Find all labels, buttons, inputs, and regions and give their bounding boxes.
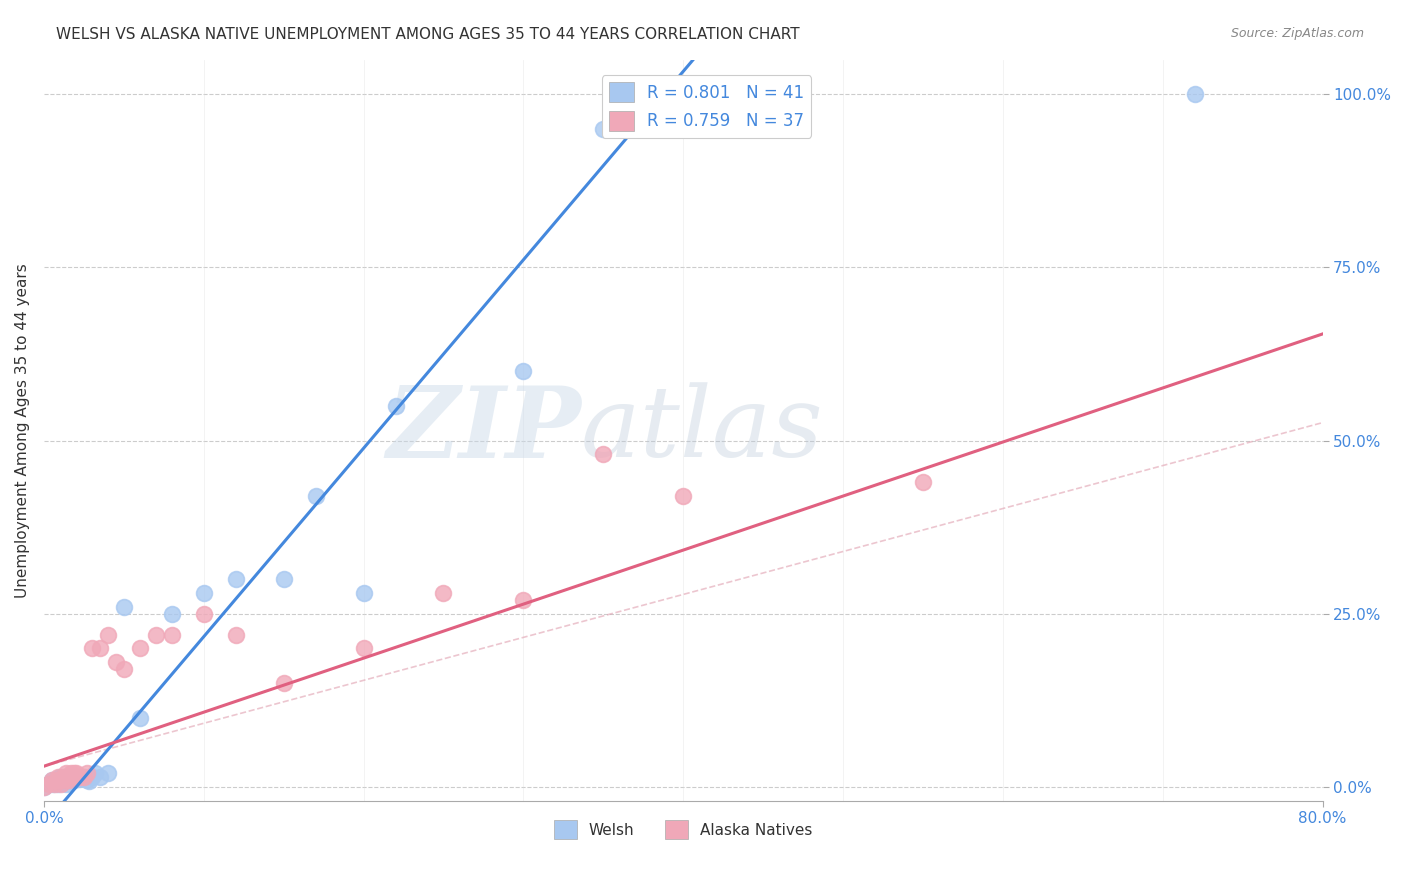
Point xyxy=(273,572,295,586)
Point xyxy=(432,586,454,600)
Point xyxy=(76,766,98,780)
Point xyxy=(89,770,111,784)
Y-axis label: Unemployment Among Ages 35 to 44 years: Unemployment Among Ages 35 to 44 years xyxy=(15,263,30,598)
Point xyxy=(104,656,127,670)
Point xyxy=(52,772,75,786)
Point xyxy=(273,676,295,690)
Point xyxy=(52,770,75,784)
Point xyxy=(304,489,326,503)
Point xyxy=(56,770,79,784)
Point xyxy=(84,766,107,780)
Point xyxy=(353,641,375,656)
Point xyxy=(55,776,77,790)
Point xyxy=(76,773,98,788)
Point xyxy=(44,776,66,790)
Point xyxy=(41,773,63,788)
Point xyxy=(672,489,695,503)
Point xyxy=(42,776,65,790)
Point xyxy=(128,641,150,656)
Point xyxy=(73,770,96,784)
Point xyxy=(160,627,183,641)
Point xyxy=(44,774,66,789)
Point xyxy=(53,773,76,788)
Point xyxy=(911,475,934,490)
Point xyxy=(55,766,77,780)
Point xyxy=(73,770,96,784)
Point xyxy=(32,780,55,794)
Point xyxy=(65,770,87,784)
Point xyxy=(38,776,60,790)
Point xyxy=(63,766,86,780)
Point xyxy=(67,772,90,786)
Point xyxy=(193,607,215,621)
Point xyxy=(80,770,103,784)
Point xyxy=(128,711,150,725)
Point xyxy=(45,773,67,788)
Point xyxy=(45,773,67,788)
Point xyxy=(41,773,63,788)
Point xyxy=(353,586,375,600)
Point xyxy=(97,766,120,780)
Point xyxy=(60,766,83,780)
Point xyxy=(63,773,86,788)
Point xyxy=(46,770,69,784)
Point xyxy=(112,662,135,676)
Point xyxy=(65,766,87,780)
Point xyxy=(592,448,614,462)
Text: ZIP: ZIP xyxy=(385,382,581,478)
Legend: Welsh, Alaska Natives: Welsh, Alaska Natives xyxy=(548,814,818,845)
Point xyxy=(160,607,183,621)
Point xyxy=(62,770,84,784)
Text: WELSH VS ALASKA NATIVE UNEMPLOYMENT AMONG AGES 35 TO 44 YEARS CORRELATION CHART: WELSH VS ALASKA NATIVE UNEMPLOYMENT AMON… xyxy=(56,27,800,42)
Point xyxy=(67,770,90,784)
Point xyxy=(384,399,406,413)
Point xyxy=(77,774,100,789)
Point xyxy=(51,774,73,789)
Point xyxy=(512,364,534,378)
Point xyxy=(592,121,614,136)
Point xyxy=(640,87,662,102)
Point xyxy=(56,770,79,784)
Point xyxy=(80,641,103,656)
Point xyxy=(46,776,69,790)
Point xyxy=(225,572,247,586)
Point xyxy=(1184,87,1206,102)
Point xyxy=(56,773,79,788)
Point xyxy=(193,586,215,600)
Point xyxy=(53,773,76,788)
Point xyxy=(32,780,55,794)
Point xyxy=(49,773,72,788)
Point xyxy=(145,627,167,641)
Point xyxy=(58,774,80,789)
Point xyxy=(49,770,72,784)
Point xyxy=(112,599,135,614)
Point xyxy=(62,772,84,786)
Point xyxy=(225,627,247,641)
Point xyxy=(60,773,83,788)
Text: Source: ZipAtlas.com: Source: ZipAtlas.com xyxy=(1230,27,1364,40)
Text: atlas: atlas xyxy=(581,383,824,478)
Point xyxy=(51,776,73,790)
Point xyxy=(97,627,120,641)
Point xyxy=(58,773,80,788)
Point xyxy=(49,773,72,788)
Point xyxy=(89,641,111,656)
Point xyxy=(38,776,60,790)
Point xyxy=(512,593,534,607)
